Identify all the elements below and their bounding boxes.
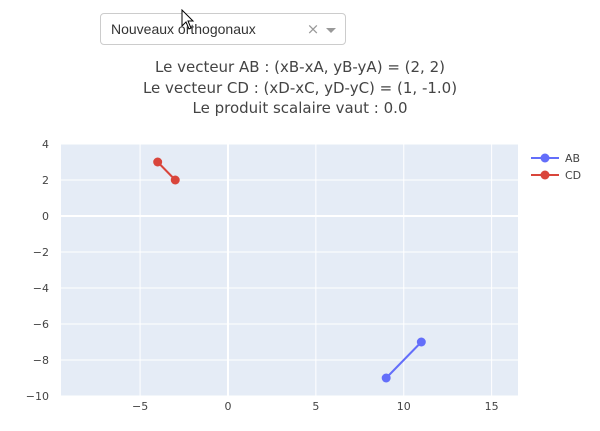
data-point-cd: [170, 175, 180, 185]
legend-marker-cd: [540, 170, 550, 180]
vector-ab-text: Le vecteur AB : (xB-xA, yB-yA) = (2, 2): [155, 58, 445, 76]
y-tick-label: −8: [33, 354, 49, 367]
y-tick-label: 4: [42, 138, 49, 151]
data-point-ab: [416, 337, 426, 347]
x-tick-label: 5: [312, 400, 319, 413]
y-tick-label: −4: [33, 282, 49, 295]
data-point-ab: [381, 373, 391, 383]
clear-icon[interactable]: ×: [306, 20, 320, 38]
vector-cd-text: Le vecteur CD : (xD-xC, yD-yC) = (1, -1.…: [142, 79, 458, 97]
y-tick-label: 0: [42, 210, 49, 223]
y-tick-label: −2: [33, 246, 49, 259]
dot-product-text: Le produit scalaire vaut : 0.0: [192, 99, 408, 117]
plot-background: [61, 144, 518, 396]
y-tick-label: −10: [26, 390, 49, 403]
mouse-cursor-icon: [181, 9, 195, 30]
y-tick-label: −6: [33, 318, 49, 331]
y-tick-label: 2: [42, 174, 49, 187]
chevron-down-icon[interactable]: [326, 27, 336, 33]
legend-label-ab: AB: [565, 152, 580, 165]
data-point-cd: [153, 157, 163, 167]
series-line-ab: [385, 341, 423, 379]
legend-marker-ab: [540, 153, 550, 163]
x-tick-label: −5: [132, 400, 148, 413]
dropdown-selected-value: Nouveaux orthogonaux: [111, 21, 256, 37]
x-tick-label: 0: [224, 400, 231, 413]
x-tick-label: 15: [485, 400, 499, 413]
x-tick-label: 10: [397, 400, 411, 413]
legend-label-cd: CD: [565, 169, 581, 182]
vector-select-dropdown[interactable]: Nouveaux orthogonaux ×: [100, 13, 346, 45]
